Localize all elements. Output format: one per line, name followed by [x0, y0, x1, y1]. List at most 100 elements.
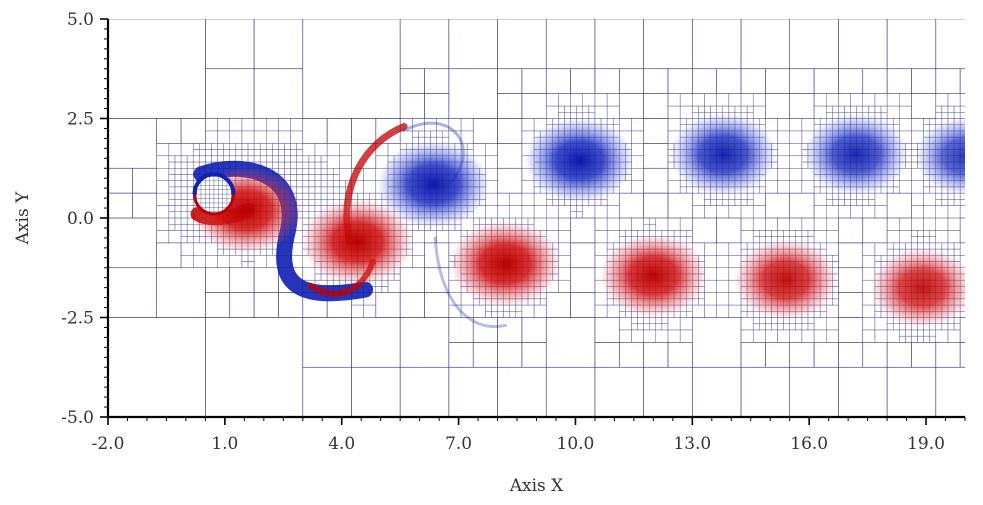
mesh-cell: [972, 125, 978, 131]
mesh-cell: [978, 193, 983, 199]
vortex-positive: [803, 113, 909, 195]
mesh-cell: [972, 293, 983, 305]
mesh-cell: [972, 106, 978, 112]
mesh-cell: [972, 119, 978, 125]
mesh-cell: [966, 106, 972, 112]
mesh-cell: [978, 181, 983, 187]
mesh-cell: [966, 305, 972, 311]
y-tick-label: 0.0: [67, 209, 94, 229]
mesh-cell: [966, 150, 972, 156]
x-tick-label: 7.0: [445, 434, 472, 454]
mesh-cell: [972, 94, 983, 106]
mesh-cell: [966, 119, 972, 125]
mesh-cell: [978, 150, 983, 156]
mesh-cell: [959, 68, 965, 94]
mesh-cell: [966, 162, 972, 168]
x-tick-label: 1.0: [211, 434, 238, 454]
axes: [100, 18, 966, 425]
vortex-positive: [377, 140, 490, 228]
obstacle-cap-positive: [192, 172, 236, 195]
mesh-cell: [959, 217, 965, 244]
vortex-positive: [670, 113, 777, 196]
mesh-cell: [978, 106, 983, 112]
mesh-cell: [972, 143, 978, 149]
vortex-positive: [524, 117, 634, 203]
tick-labels: -2.0 1.0 4.0 7.0 10.0 13.0 16.0 19.0 5.0 2.5 0.0 -2…: [61, 10, 945, 454]
mesh-cell: [966, 112, 972, 118]
mesh-cell: [972, 193, 978, 199]
x-tick-label: -2.0: [92, 434, 125, 454]
mesh-cell: [972, 131, 978, 137]
mesh-cell: [978, 125, 983, 131]
filament-positive-lower: [433, 236, 507, 329]
mesh-cell: [978, 199, 983, 205]
mesh-cell: [966, 181, 972, 187]
mesh-cell: [978, 168, 983, 174]
y-tick-label: 5.0: [67, 10, 94, 30]
mesh-cell: [966, 274, 972, 280]
mesh-cell: [966, 199, 972, 205]
mesh-cell: [966, 311, 972, 317]
vortex-negative: [449, 220, 562, 308]
y-tick-label: -5.0: [61, 408, 94, 428]
mesh-cell: [972, 243, 983, 255]
x-tick-label: 13.0: [673, 434, 711, 454]
mesh-cell: [972, 168, 978, 174]
mesh-cell: [972, 187, 978, 193]
mesh-cell: [966, 293, 972, 299]
mesh-cell: [972, 305, 983, 317]
mesh-cell: [966, 125, 972, 131]
x-tick-label: 19.0: [907, 434, 945, 454]
mesh-cell: [978, 156, 983, 162]
mesh-cell: [972, 181, 978, 187]
vortex-negative: [301, 198, 414, 286]
mesh-cell: [966, 137, 972, 143]
x-axis-title: Axis X: [509, 476, 564, 496]
mesh-cell: [966, 131, 972, 137]
vorticity-field: [190, 113, 965, 329]
mesh-cell: [966, 286, 972, 292]
mesh-cell: [978, 162, 983, 168]
mesh-cell: [966, 280, 972, 286]
mesh-cell: [972, 199, 978, 205]
y-tick-label: -2.5: [61, 309, 94, 329]
mesh-cell: [972, 280, 983, 292]
x-tick-label: 4.0: [328, 434, 355, 454]
mesh-cell: [972, 137, 978, 143]
mesh-cell: [959, 93, 965, 107]
mesh-cell: [959, 242, 965, 256]
mesh-cell: [959, 317, 965, 343]
mesh-cell: [966, 268, 972, 274]
mesh-cell: [966, 299, 972, 305]
vortex-positive: [914, 117, 965, 196]
x-tick-label: 16.0: [790, 434, 828, 454]
vortex-negative: [599, 233, 708, 318]
mesh-cell: [978, 174, 983, 180]
mesh-cell: [972, 150, 978, 156]
mesh-cell: [966, 187, 972, 193]
mesh-cell: [966, 174, 972, 180]
mesh-cell: [972, 162, 978, 168]
mesh-cell: [972, 174, 978, 180]
mesh-cell: [972, 206, 983, 218]
mesh-cell: [959, 342, 965, 368]
mesh-cell: [972, 255, 983, 267]
mesh-cell: [972, 112, 978, 118]
mesh-cell: [978, 112, 983, 118]
mesh-cell: [966, 168, 972, 174]
mesh-cell: [966, 193, 972, 199]
mesh-cell: [978, 187, 983, 193]
vortex-negative: [733, 239, 839, 321]
mesh-cell: [966, 156, 972, 162]
y-tick-label: 2.5: [67, 110, 94, 130]
x-tick-label: 10.0: [557, 434, 595, 454]
vortex-negative: [870, 247, 965, 328]
mesh-cell: [978, 143, 983, 149]
mesh-cell: [972, 156, 978, 162]
mesh-cell: [972, 268, 983, 280]
mesh-cell: [935, 19, 965, 70]
mesh-cell: [966, 143, 972, 149]
mesh-cell: [978, 119, 983, 125]
